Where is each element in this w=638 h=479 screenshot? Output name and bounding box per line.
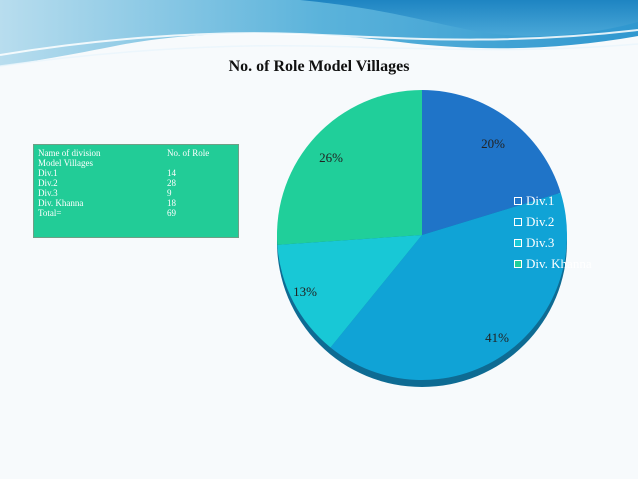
pie-slice-div3 xyxy=(277,235,422,348)
table-cell: 9 xyxy=(167,188,172,198)
pie-chart xyxy=(277,90,567,387)
legend-swatch xyxy=(514,259,522,268)
legend-item: Div.2 xyxy=(514,211,592,232)
table-header-row: Name of division No. of Role xyxy=(38,148,238,158)
table-row: Div.3 9 xyxy=(38,188,238,198)
table-cell: Div.3 xyxy=(38,188,58,198)
slice-label-div3: 13% xyxy=(293,284,317,299)
table-row: Div. Khanna 18 xyxy=(38,198,238,208)
pie-slice-div-khanna xyxy=(277,90,422,245)
table-row-total: Total= 69 xyxy=(38,208,238,218)
legend-label: Div. Khanna xyxy=(526,255,592,271)
legend-item: Div. Khanna xyxy=(514,253,592,274)
table-header-cell: Name of division xyxy=(38,148,101,158)
legend-label: Div.2 xyxy=(526,213,555,229)
legend-item: Div.1 xyxy=(514,190,592,211)
table-row: Div.2 28 xyxy=(38,178,238,188)
legend-swatch xyxy=(514,217,522,226)
legend-swatch xyxy=(514,196,522,205)
table-cell: 18 xyxy=(167,198,176,208)
pie-slice-div2 xyxy=(330,192,567,380)
pie-slice-div1 xyxy=(422,90,561,235)
legend-item: Div.3 xyxy=(514,232,592,253)
table-header-cell: Model Villages xyxy=(38,158,94,168)
table-header-row: Model Villages xyxy=(38,158,238,168)
table-row: Div.1 14 xyxy=(38,168,238,178)
table-cell: Div.2 xyxy=(38,178,58,188)
header-wave-decoration xyxy=(0,0,638,67)
table-header-cell: No. of Role xyxy=(167,148,210,158)
table-cell: 28 xyxy=(167,178,176,188)
table-cell: Total= xyxy=(38,208,62,218)
legend-label: Div.3 xyxy=(526,234,555,250)
slice-label-div2: 41% xyxy=(485,330,509,345)
data-table: Name of division No. of Role Model Villa… xyxy=(33,144,239,238)
legend-label: Div.1 xyxy=(526,192,555,208)
chart-title: No. of Role Model Villages xyxy=(228,58,410,75)
legend: Div.1 Div.2 Div.3 Div. Khanna xyxy=(514,190,592,274)
slice-label-div-khanna: 26% xyxy=(319,150,343,165)
legend-swatch xyxy=(514,238,522,247)
slice-label-div1: 20% xyxy=(481,136,505,151)
table-header-cell xyxy=(167,158,238,168)
table-cell: Div.1 xyxy=(38,168,58,178)
table-cell: 69 xyxy=(167,208,176,218)
table-cell: 14 xyxy=(167,168,176,178)
table-cell: Div. Khanna xyxy=(38,198,84,208)
